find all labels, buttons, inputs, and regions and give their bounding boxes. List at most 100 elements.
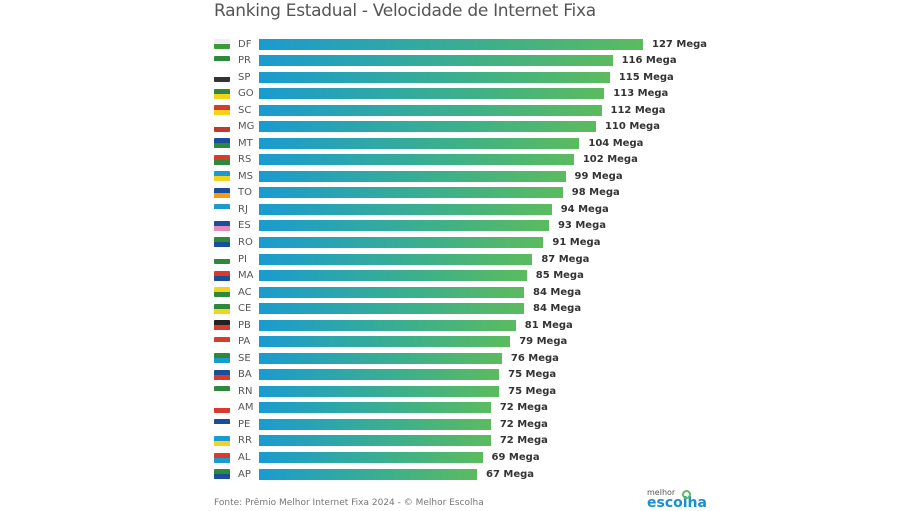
flag-ac-icon <box>214 287 230 298</box>
logo-icon <box>682 490 691 499</box>
flag-es-icon <box>214 220 230 231</box>
bar-am <box>259 402 491 414</box>
bar-rr <box>259 435 491 447</box>
value-label: 67 Mega <box>486 468 535 480</box>
bar-pe <box>259 418 491 430</box>
value-label: 76 Mega <box>510 352 559 364</box>
flag-ce-icon <box>214 303 230 314</box>
category-label: PB <box>238 319 251 331</box>
bar-row-ac: AC 84 Mega <box>214 285 581 299</box>
bar-pb <box>259 319 516 331</box>
value-label: 79 Mega <box>519 336 568 348</box>
bar-rs <box>259 154 574 166</box>
category-label: RJ <box>238 203 248 215</box>
value-label: 84 Mega <box>533 303 582 315</box>
value-label: 127 Mega <box>652 38 708 50</box>
category-label: DF <box>238 38 252 50</box>
category-label: MS <box>238 170 253 182</box>
flag-mt-icon <box>214 138 230 149</box>
bar-row-se: SE 76 Mega <box>214 351 559 365</box>
category-label: PR <box>238 55 251 67</box>
flag-am-icon <box>214 402 230 413</box>
bar-row-pb: PB 81 Mega <box>214 318 573 332</box>
bar-row-mt: MT 104 Mega <box>214 136 643 150</box>
value-label: 110 Mega <box>604 121 660 133</box>
category-label: PA <box>238 336 251 348</box>
value-label: 87 Mega <box>541 253 590 265</box>
value-label: 98 Mega <box>571 187 620 199</box>
bar-row-go: GO 113 Mega <box>214 87 668 101</box>
bar-row-pe: PE 72 Mega <box>214 417 548 431</box>
flag-pb-icon <box>214 320 230 331</box>
bar-row-df: DF 127 Mega <box>214 37 707 51</box>
value-label: 72 Mega <box>499 418 548 430</box>
category-label: SE <box>238 352 251 364</box>
bar-ba <box>259 369 500 381</box>
flag-ro-icon <box>214 237 230 248</box>
value-label: 81 Mega <box>524 319 573 331</box>
value-label: 75 Mega <box>508 385 557 397</box>
value-label: 116 Mega <box>621 55 677 67</box>
value-label: 115 Mega <box>618 71 674 83</box>
category-label: CE <box>238 303 252 315</box>
bar-row-rj: RJ 94 Mega <box>214 202 609 216</box>
value-label: 84 Mega <box>533 286 582 298</box>
flag-ba-icon <box>214 369 230 380</box>
bar-row-mg: MG 110 Mega <box>214 120 660 134</box>
bar-row-pr: PR 116 Mega <box>214 54 677 68</box>
value-label: 102 Mega <box>582 154 638 166</box>
bar-ms <box>259 170 566 182</box>
bar-row-ms: MS 99 Mega <box>214 169 623 183</box>
flag-ms-icon <box>214 171 230 182</box>
bar-pi <box>259 253 533 265</box>
flag-to-icon <box>214 187 230 198</box>
value-label: 91 Mega <box>552 236 601 248</box>
flag-rr-icon <box>214 435 230 446</box>
bar-ap <box>259 468 477 480</box>
logo-text-1: melhor <box>647 488 676 497</box>
bar-row-ro: RO 91 Mega <box>214 235 600 249</box>
bar-rn <box>259 385 500 397</box>
flag-rj-icon <box>214 204 230 215</box>
category-label: RS <box>238 154 252 166</box>
bar-go <box>259 88 605 100</box>
flag-rn-icon <box>214 386 230 397</box>
category-label: MG <box>238 121 255 133</box>
flag-df-icon <box>214 39 230 49</box>
bar-mg <box>259 121 596 133</box>
bar-row-am: AM 72 Mega <box>214 401 548 415</box>
bar-row-to: TO 98 Mega <box>214 186 620 200</box>
value-label: 94 Mega <box>560 203 609 215</box>
flag-al-icon <box>214 452 230 463</box>
flag-sc-icon <box>214 105 230 116</box>
chart-title: Ranking Estadual - Velocidade de Interne… <box>214 1 596 21</box>
bar-al <box>259 452 483 463</box>
bar-df <box>259 38 644 50</box>
category-label: MA <box>238 270 254 282</box>
bar-row-ma: MA 85 Mega <box>214 269 584 283</box>
value-label: 113 Mega <box>613 88 669 100</box>
value-label: 85 Mega <box>535 270 584 282</box>
bar-ac <box>259 286 525 298</box>
category-label: PI <box>238 253 247 265</box>
category-label: AP <box>238 468 251 480</box>
source-note: Fonte: Prêmio Melhor Internet Fixa 2024 … <box>214 498 484 508</box>
flag-sp-icon <box>214 72 230 83</box>
value-label: 69 Mega <box>491 452 540 463</box>
category-label: ES <box>238 220 251 232</box>
bar-rj <box>259 203 552 215</box>
value-label: 99 Mega <box>574 170 623 182</box>
bar-ro <box>259 236 544 248</box>
category-label: GO <box>238 88 254 100</box>
bar-row-pi: PI 87 Mega <box>214 252 589 266</box>
category-label: RO <box>238 236 253 248</box>
category-label: AM <box>238 402 254 414</box>
bar-row-sc: SC 112 Mega <box>214 103 666 117</box>
bar-row-ba: BA 75 Mega <box>214 368 556 382</box>
bar-to <box>259 187 563 199</box>
bar-sp <box>259 71 610 83</box>
flag-pr-icon <box>214 55 230 66</box>
value-label: 93 Mega <box>557 220 606 232</box>
bar-row-rn: RN 75 Mega <box>214 384 556 398</box>
melhor-escolha-logo: melhor escolha <box>647 488 707 510</box>
